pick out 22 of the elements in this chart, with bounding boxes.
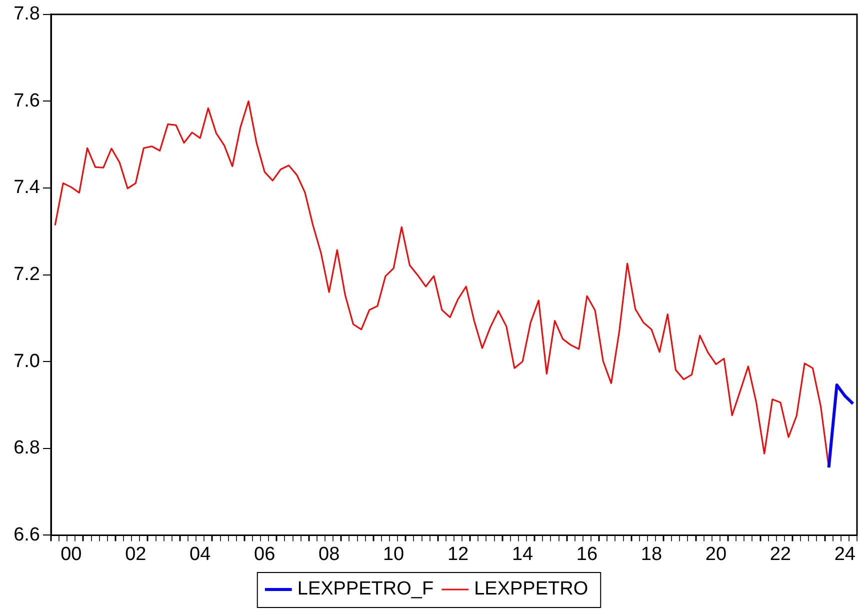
x-tick-label: 02 <box>125 544 146 565</box>
x-tick-label: 14 <box>512 544 534 565</box>
y-tick-label: 7.4 <box>14 177 40 198</box>
x-tick-label: 24 <box>834 544 856 565</box>
legend-label: LEXPPETRO <box>474 578 588 600</box>
x-tick-label: 06 <box>254 544 276 565</box>
y-tick-label: 7.8 <box>14 4 40 25</box>
x-tick-label: 04 <box>190 544 212 565</box>
y-tick-label: 6.8 <box>14 438 40 459</box>
x-tick-label: 18 <box>640 544 662 565</box>
x-tick-label: 10 <box>382 544 404 565</box>
y-tick-label: 7.0 <box>14 350 40 372</box>
x-tick-label: 20 <box>705 544 727 565</box>
y-tick-label: 7.2 <box>14 264 40 286</box>
x-tick-label: 16 <box>576 544 598 565</box>
legend-label: LEXPPETRO_F <box>297 578 434 600</box>
x-tick-label: 08 <box>318 544 340 565</box>
y-tick-label: 6.6 <box>14 524 40 546</box>
x-tick-label: 22 <box>770 544 791 565</box>
y-tick-label: 7.6 <box>14 90 40 112</box>
x-tick-label: 00 <box>60 544 82 565</box>
x-tick-label: 12 <box>447 544 469 565</box>
